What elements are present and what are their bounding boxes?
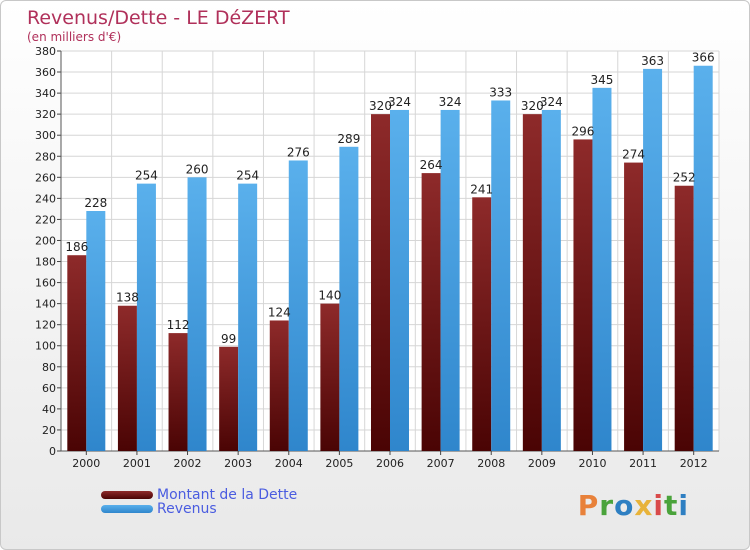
x-tick-label: 2011	[629, 457, 657, 470]
bar-revenus	[491, 100, 511, 451]
x-tick-label: 2006	[376, 457, 404, 470]
y-tick-label: 200	[35, 234, 56, 247]
data-label-dette: 252	[673, 171, 696, 185]
bar-revenus	[187, 177, 207, 451]
data-label-dette: 264	[420, 158, 443, 172]
data-label-dette: 296	[572, 124, 595, 138]
legend-item-dette: Montant de la Dette	[101, 487, 297, 503]
data-label-revenus: 324	[540, 95, 563, 109]
y-tick-label: 80	[42, 361, 56, 374]
data-labels: 1862281382541122609925412427614028932032…	[65, 51, 714, 346]
bar-revenus	[643, 68, 663, 451]
chart-subtitle: (en milliers d'€)	[27, 30, 122, 44]
y-tick-label: 280	[35, 150, 56, 163]
x-tick-label: 2010	[578, 457, 606, 470]
y-tick-label: 300	[35, 129, 56, 142]
y-tick-label: 160	[35, 277, 56, 290]
x-tick-label: 2008	[477, 457, 505, 470]
bar-revenus	[592, 87, 612, 451]
data-label-revenus: 254	[236, 169, 259, 183]
legend-swatch-revenus	[101, 505, 153, 513]
chart-title: Revenus/Dette - LE DéZERT	[27, 7, 290, 29]
data-label-revenus: 324	[388, 95, 411, 109]
y-tick-label: 340	[35, 87, 56, 100]
bar-dette	[573, 139, 593, 451]
data-label-dette: 140	[318, 289, 341, 303]
bars	[67, 65, 713, 452]
y-tick-label: 100	[35, 340, 56, 353]
x-tick-label: 2004	[275, 457, 303, 470]
y-tick-label: 140	[35, 298, 56, 311]
y-tick-label: 120	[35, 319, 56, 332]
data-label-revenus: 333	[489, 85, 512, 99]
bar-revenus	[440, 109, 460, 452]
y-tick-label: 60	[42, 382, 56, 395]
data-label-dette: 274	[622, 148, 645, 162]
bar-revenus	[541, 109, 561, 452]
data-label-dette: 99	[221, 332, 236, 346]
y-tick-label: 0	[49, 445, 56, 458]
y-tick-label: 240	[35, 192, 56, 205]
x-tick-label: 2002	[174, 457, 202, 470]
bar-revenus	[136, 183, 156, 451]
x-tick-label: 2000	[72, 457, 100, 470]
bar-revenus	[238, 183, 258, 451]
bar-dette	[522, 114, 542, 451]
bar-revenus	[86, 211, 106, 451]
y-tick-label: 180	[35, 256, 56, 269]
data-label-revenus: 276	[287, 145, 310, 159]
x-tick-label: 2005	[325, 457, 353, 470]
bar-dette	[371, 114, 390, 451]
y-tick-label: 20	[42, 424, 56, 437]
data-label-revenus: 324	[439, 95, 462, 109]
bar-dette	[168, 333, 188, 451]
data-label-revenus: 289	[337, 132, 360, 146]
bar-revenus	[288, 160, 308, 451]
x-tick-label: 2007	[427, 457, 455, 470]
data-label-revenus: 366	[692, 51, 715, 65]
bar-revenus	[390, 109, 409, 452]
x-tick-label: 2003	[224, 457, 252, 470]
legend-swatch-dette	[101, 491, 153, 499]
x-tick-label: 2001	[123, 457, 151, 470]
x-tick-label: 2009	[528, 457, 556, 470]
y-tick-label: 220	[35, 213, 56, 226]
data-label-dette: 112	[167, 318, 190, 332]
legend-label-dette: Montant de la Dette	[157, 487, 298, 503]
y-tick-label: 260	[35, 171, 56, 184]
bar-dette	[67, 255, 87, 451]
bar-dette	[624, 162, 644, 451]
legend-label-revenus: Revenus	[157, 501, 217, 517]
data-label-dette: 241	[470, 182, 493, 196]
data-label-revenus: 228	[84, 196, 107, 210]
bar-revenus	[339, 146, 359, 451]
y-tick-label: 40	[42, 403, 56, 416]
data-label-revenus: 254	[135, 169, 158, 183]
data-label-dette: 320	[521, 99, 544, 113]
data-label-revenus: 260	[186, 162, 209, 176]
data-label-revenus: 345	[591, 73, 614, 87]
y-tick-label: 360	[35, 66, 56, 79]
data-label-revenus: 363	[641, 54, 664, 68]
legend-item-revenus: Revenus	[101, 501, 217, 517]
bar-dette	[472, 197, 492, 451]
data-label-dette: 138	[116, 291, 139, 305]
bar-dette	[117, 305, 137, 451]
bar-dette	[674, 185, 694, 451]
data-label-dette: 320	[369, 99, 392, 113]
data-label-dette: 124	[268, 305, 291, 319]
y-tick-label: 320	[35, 108, 56, 121]
y-tick-label: 380	[35, 45, 56, 58]
bar-dette	[320, 303, 340, 451]
bar-dette	[421, 173, 441, 451]
bar-dette	[219, 346, 239, 451]
bar-dette	[269, 320, 289, 451]
data-label-dette: 186	[65, 240, 88, 254]
proxiti-logo: Proxiti	[577, 489, 689, 522]
x-tick-label: 2012	[680, 457, 708, 470]
bar-revenus	[693, 65, 713, 451]
